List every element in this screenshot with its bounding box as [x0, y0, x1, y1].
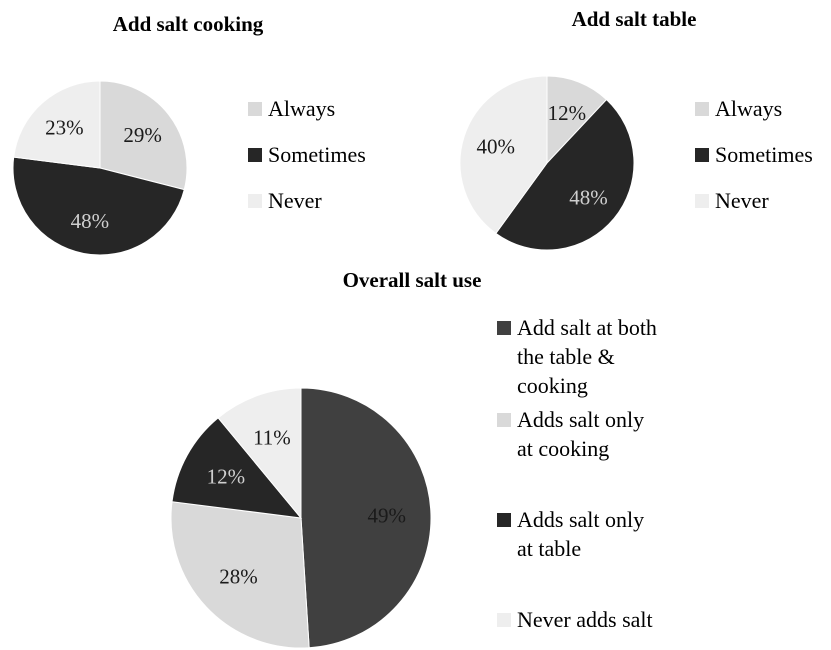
legend-label-never: Never [268, 188, 322, 213]
pie-slice-always [546, 75, 608, 165]
data-label-always: 29% [123, 123, 162, 147]
legend-overall-salt-use: Add salt at both the table & cooking Adds s… [497, 315, 657, 632]
pie-slice-add-salt-at-both-the-table-cooking [300, 387, 432, 649]
data-label-add-salt-at-both-the-table-cooking: 49% [368, 503, 407, 527]
data-label-adds-salt-only-at-cooking: 28% [219, 565, 258, 589]
pie-overall-salt-use: 49% 28% 12% 11% [170, 387, 432, 649]
legend-label-sometimes: Sometimes [268, 142, 366, 167]
legend-swatch-never-adds-salt [497, 613, 511, 627]
legend-label-always: Always [268, 96, 335, 121]
pie-add-salt-table: 12% 48% 40% [459, 75, 635, 251]
legend-label-sometimes: Sometimes [715, 142, 813, 167]
data-label-never-adds-salt: 11% [253, 425, 291, 449]
legend-label-add-salt-at-both-the-table-cooking: Add salt at both the table & cooking [517, 315, 657, 398]
chart-overall-salt-use: Overall salt use 49% 28% 12% 11% Add salt a… [170, 268, 657, 649]
legend-label-always: Always [715, 96, 782, 121]
pie-slice-always [99, 80, 188, 191]
chart-title-add-salt-cooking: Add salt cooking [113, 12, 264, 36]
pie-slice-sometimes [12, 156, 185, 256]
data-label-never: 40% [476, 134, 515, 158]
legend-swatch-add-salt-at-both-the-table-cooking [497, 321, 511, 335]
legend-swatch-sometimes [248, 148, 262, 162]
pie-slice-sometimes [495, 98, 635, 251]
pie-slice-adds-salt-only-at-table [171, 417, 303, 519]
data-label-adds-salt-only-at-table: 12% [207, 465, 246, 489]
legend-add-salt-cooking: Always Sometimes Never [248, 96, 366, 213]
legend-label-adds-salt-only-at-cooking: Adds salt only at cooking [517, 407, 644, 461]
data-label-never: 23% [45, 116, 84, 140]
data-label-sometimes: 48% [569, 185, 608, 209]
legend-add-salt-table: Always Sometimes Never [695, 96, 813, 213]
legend-label-never-adds-salt: Never adds salt [517, 607, 653, 632]
chart-add-salt-cooking: Add salt cooking 29% 48% 23% Always Sometim… [12, 12, 366, 256]
legend-label-adds-salt-only-at-table: Adds salt only at table [517, 507, 644, 561]
legend-swatch-adds-salt-only-at-table [497, 513, 511, 527]
chart-title-overall-salt-use: Overall salt use [343, 268, 482, 292]
pie-slice-never [13, 80, 101, 169]
data-label-sometimes: 48% [71, 209, 110, 233]
pie-slice-never [459, 75, 548, 235]
legend-swatch-always [695, 102, 709, 116]
legend-swatch-sometimes [695, 148, 709, 162]
pie-add-salt-cooking: 29% 48% 23% [12, 80, 188, 256]
legend-swatch-never [695, 194, 709, 208]
data-label-always: 12% [548, 101, 587, 125]
chart-add-salt-table: Add salt table 12% 48% 40% Always Sometimes… [459, 7, 813, 251]
pie-slice-never-adds-salt [217, 387, 302, 520]
legend-swatch-adds-salt-only-at-cooking [497, 413, 511, 427]
pie-slice-adds-salt-only-at-cooking [170, 501, 310, 649]
legend-swatch-never [248, 194, 262, 208]
chart-title-add-salt-table: Add salt table [572, 7, 697, 31]
legend-label-never: Never [715, 188, 769, 213]
legend-swatch-always [248, 102, 262, 116]
